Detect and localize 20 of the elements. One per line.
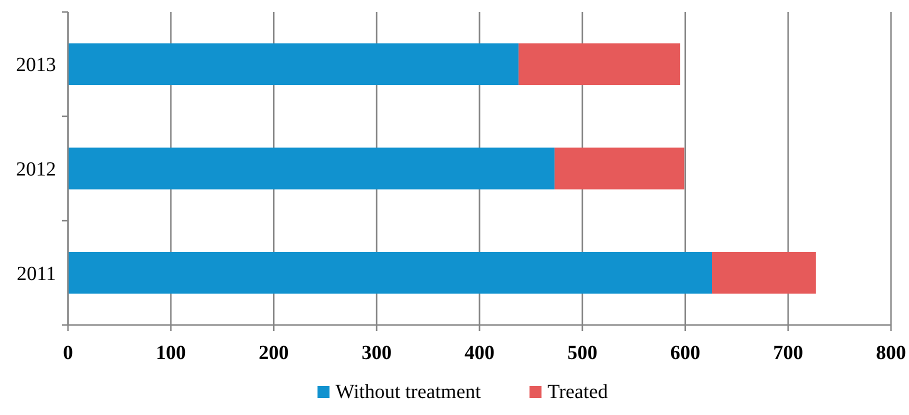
x-tick-label: 200 xyxy=(258,342,289,364)
bar xyxy=(712,252,816,294)
bar xyxy=(68,148,555,190)
bar xyxy=(518,43,680,86)
x-tick-label: 100 xyxy=(156,342,186,364)
legend-label: Without treatment xyxy=(336,381,482,403)
x-tick-label: 400 xyxy=(464,342,494,364)
legend-label: Treated xyxy=(548,381,608,403)
y-tick-label: 2013 xyxy=(16,54,56,76)
bar xyxy=(68,252,712,294)
x-tick-label: 700 xyxy=(773,342,804,364)
x-tick-label: 500 xyxy=(567,342,598,364)
x-tick-label: 800 xyxy=(876,342,906,364)
y-tick-label: 2011 xyxy=(16,262,56,285)
x-tick-label: 300 xyxy=(362,342,392,364)
x-tick-label: 0 xyxy=(63,342,73,364)
x-tick-label: 600 xyxy=(670,342,700,364)
y-tick-label: 2012 xyxy=(16,158,56,180)
bar xyxy=(68,43,519,86)
bar xyxy=(554,148,684,190)
